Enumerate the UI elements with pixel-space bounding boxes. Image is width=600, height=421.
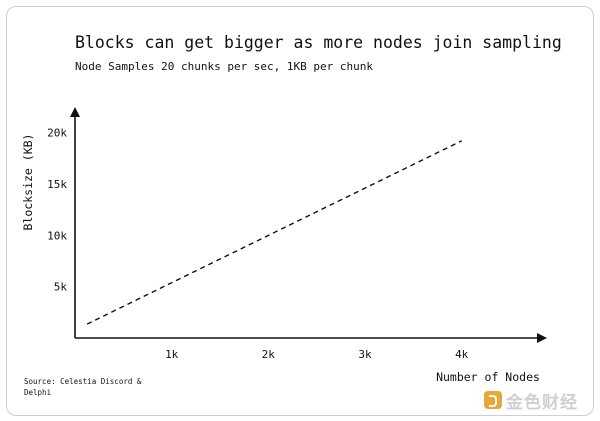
x-tick-label: 4k — [455, 348, 469, 361]
source-note: Source: Celestia Discord & Delphi — [24, 377, 142, 397]
chart-title: Blocks can get bigger as more nodes join… — [75, 33, 562, 52]
watermark-text: 金色财经 — [506, 392, 578, 413]
x-tick-label: 2k — [262, 348, 276, 361]
golden-finance-logo-icon — [484, 391, 502, 409]
y-tick-label: 10k — [47, 229, 67, 242]
chart-subtitle: Node Samples 20 chunks per sec, 1KB per … — [75, 60, 374, 73]
watermark: 金色财经 — [484, 389, 578, 413]
y-tick-label: 15k — [47, 178, 67, 191]
y-axis-arrowhead — [70, 107, 80, 117]
x-axis-arrowhead — [537, 333, 547, 343]
chart-frame — [6, 6, 594, 416]
x-axis-label: Number of Nodes — [436, 370, 540, 384]
y-axis-label: Blocksize (KB) — [21, 134, 35, 231]
y-tick-label: 5k — [54, 281, 68, 294]
x-tick-label: 3k — [358, 348, 372, 361]
x-tick-label: 1k — [165, 348, 179, 361]
blocksize-series-line — [86, 140, 463, 325]
y-tick-label: 20k — [47, 127, 67, 140]
